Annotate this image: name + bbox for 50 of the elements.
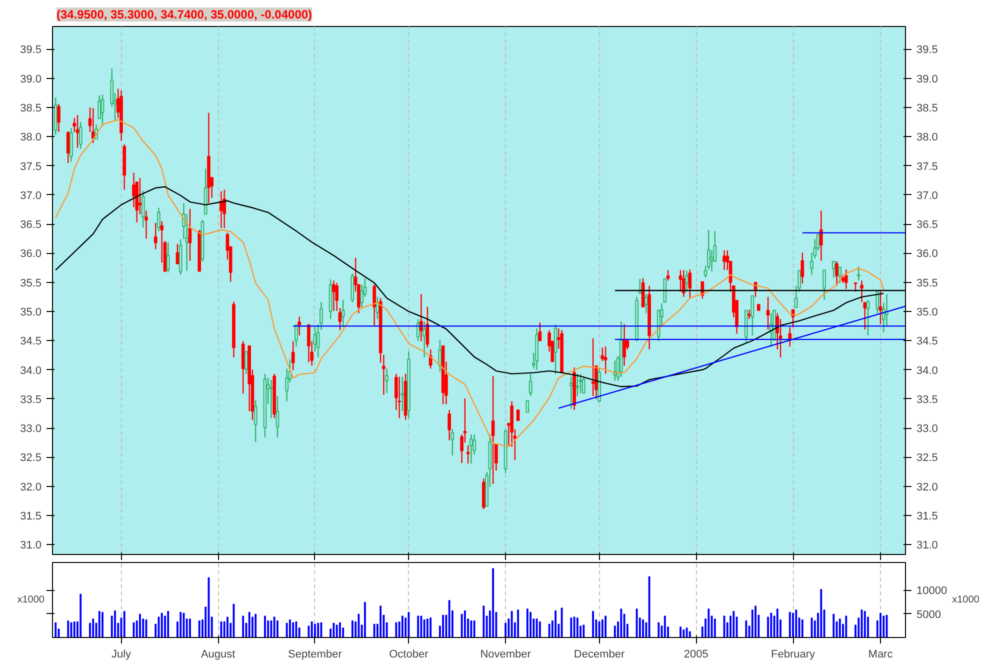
y2-tick-label: 35.5 <box>916 277 938 290</box>
x-tick-label: December <box>574 648 625 660</box>
y-tick-label: 32.0 <box>20 481 42 494</box>
x-tick-label: July <box>111 648 132 660</box>
text: x1000 <box>17 594 45 606</box>
y2-tick-label: 37.5 <box>916 160 938 173</box>
y-tick-label: 33.0 <box>20 423 42 436</box>
x-tick-label: October <box>389 648 429 660</box>
y2-tick-label: 34.0 <box>916 364 938 377</box>
y2-tick-label: 39.0 <box>916 73 938 86</box>
y-tick-label: 34.5 <box>20 336 42 348</box>
y-tick-label: 31.0 <box>20 540 42 552</box>
y-tick-label: 38.5 <box>20 102 42 115</box>
y-tick-label: 37.0 <box>20 190 42 202</box>
y2-tick-label: 33.0 <box>916 423 938 436</box>
y-tick-label: 35.0 <box>20 306 42 318</box>
y2-tick-label: 31.0 <box>916 540 938 552</box>
y-tick-label: 33.5 <box>20 394 42 406</box>
text: x1000 <box>952 594 980 606</box>
y-tick-label: 32.5 <box>20 452 42 464</box>
y2-tick-label: 39.5 <box>916 44 938 56</box>
y-tick-label: 39.5 <box>20 44 42 56</box>
y2-tick-label: 38.0 <box>916 132 938 144</box>
y-tick-label: 39.0 <box>20 73 42 86</box>
y-tick-label: 36.0 <box>20 248 42 260</box>
y2-tick-label: 36.0 <box>916 248 938 260</box>
y2-tick-label: 36.5 <box>916 219 938 232</box>
x-tick-label: November <box>480 648 532 660</box>
y2-tick-label: 31.5 <box>916 510 938 522</box>
chart-title: (34.9500, 35.3000, 34.7400, 35.0000, -0.04000) <box>56 8 312 22</box>
y2-tick-label: 35.0 <box>916 306 938 318</box>
x-tick-label: 2005 <box>684 648 708 660</box>
y-tick-label: 38.0 <box>20 132 42 144</box>
x-tick-label: September <box>288 648 342 660</box>
y-tick-label: 36.5 <box>20 219 42 232</box>
y2-tick-label: 37.0 <box>916 190 938 202</box>
y2-tick-label: 34.5 <box>916 336 938 348</box>
y2-tick-label: 32.0 <box>916 481 938 494</box>
y-tick-label: 34.0 <box>20 364 42 377</box>
y-tick-label: 35.5 <box>20 277 42 290</box>
x-tick-label: Marc <box>868 648 894 660</box>
x-tick-label: February <box>771 648 816 660</box>
y2-tick-label: 5000 <box>916 608 941 621</box>
y2-tick-label: 10000 <box>916 585 948 598</box>
y2-tick-label: 38.5 <box>916 102 938 115</box>
y-tick-label: 37.5 <box>20 160 42 173</box>
x-tick-label: August <box>200 648 236 660</box>
y2-tick-label: 33.5 <box>916 394 938 406</box>
y-tick-label: 31.5 <box>20 510 42 522</box>
y2-tick-label: 32.5 <box>916 452 938 464</box>
